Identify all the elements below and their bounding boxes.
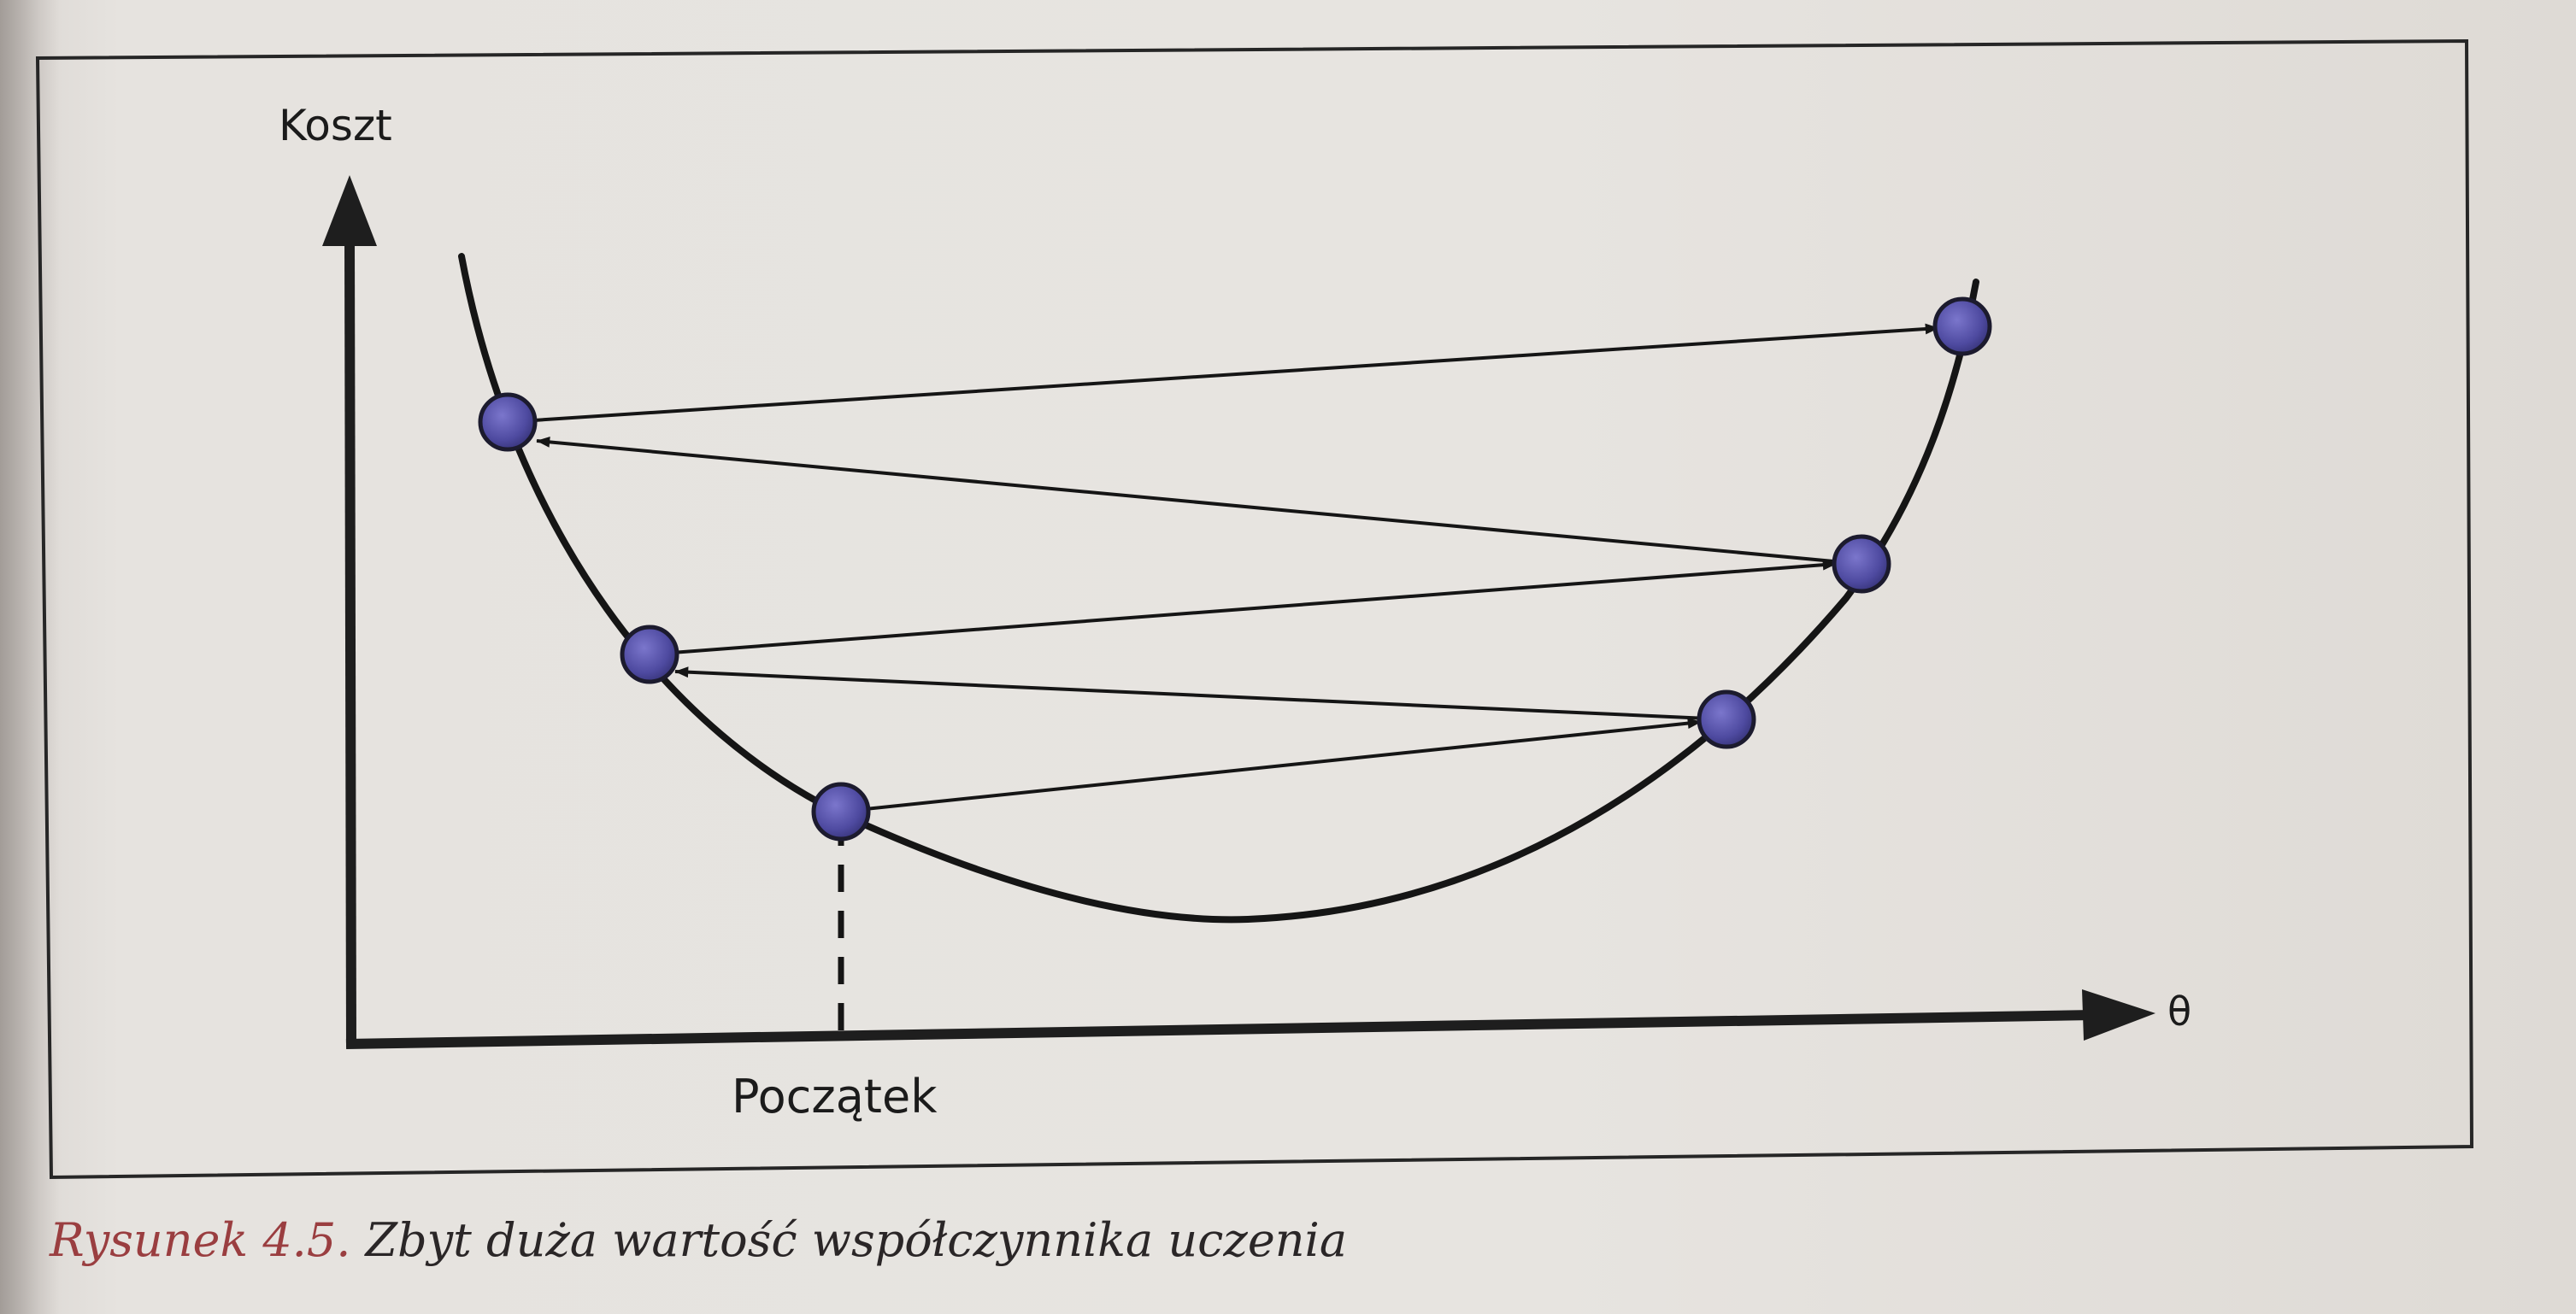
x-axis-arrowhead: [2082, 989, 2155, 1041]
start-label: Początek: [732, 1070, 938, 1123]
caption-text: Zbyt duża wartość współczynnika uczenia: [365, 1213, 1348, 1267]
figure-caption: Rysunek 4.5. Zbyt duża wartość współczyn…: [50, 1213, 1347, 1267]
step-arrow-1: [840, 718, 1702, 813]
point-step-1: [1697, 689, 1756, 749]
step-arrow-4: [536, 437, 1862, 566]
y-axis: [344, 238, 356, 1048]
point-start: [811, 782, 871, 842]
step-arrow-3: [649, 559, 1837, 656]
caption-number: Rysunek 4.5.: [50, 1213, 351, 1267]
point-step-4: [478, 392, 538, 452]
step-arrow-2: [674, 666, 1727, 721]
cost-curve: [458, 253, 1979, 924]
x-axis: [345, 1010, 2095, 1049]
y-axis-label: Koszt: [279, 101, 392, 150]
point-step-5: [1932, 296, 1992, 356]
y-axis-arrowhead: [322, 175, 377, 246]
step-arrow-5: [507, 323, 1939, 424]
x-axis-label: θ: [2167, 988, 2191, 1035]
figure-border: [35, 38, 2474, 1180]
point-step-3: [1832, 534, 1891, 594]
point-step-2: [620, 625, 679, 684]
